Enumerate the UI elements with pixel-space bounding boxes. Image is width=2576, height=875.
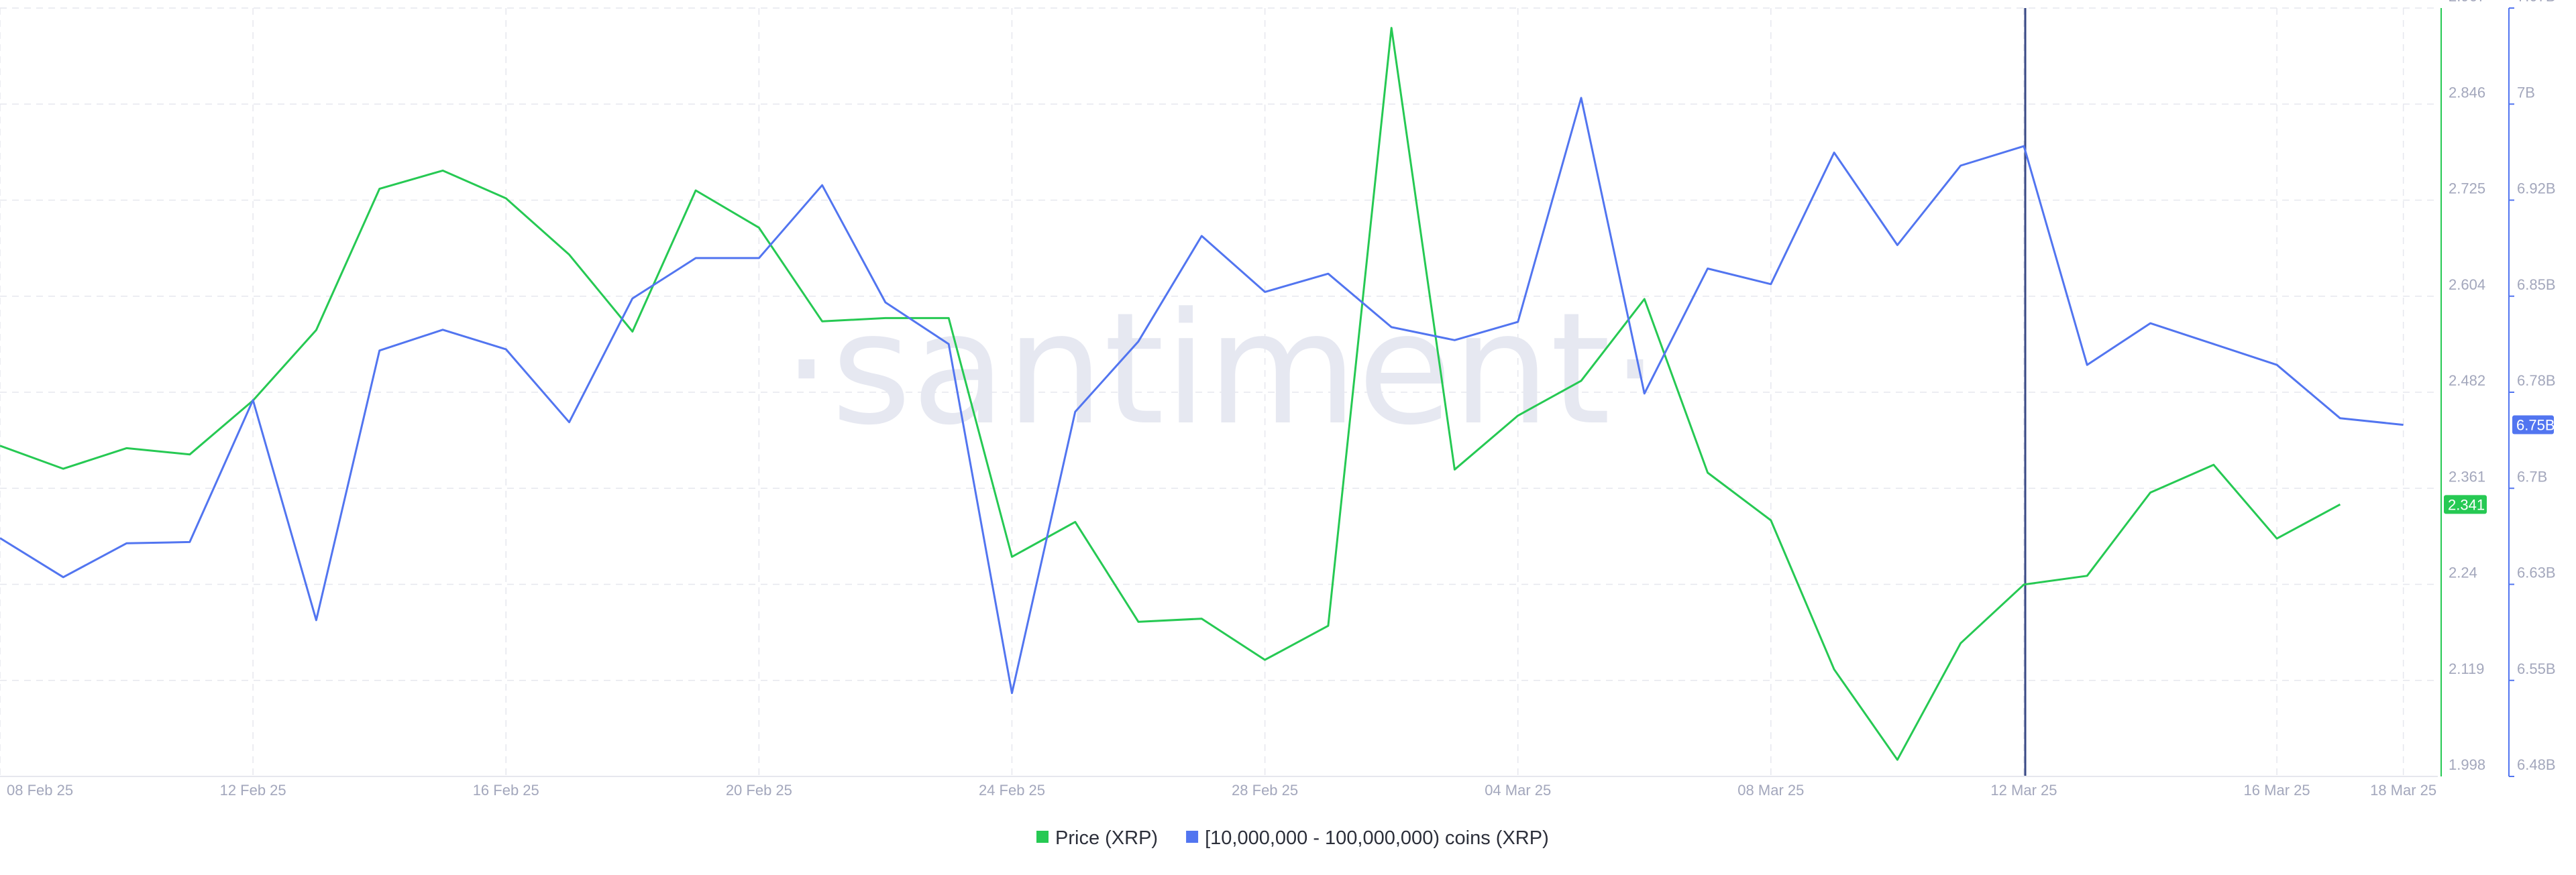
last-value-badge [2512,415,2554,434]
x-tick-label: 16 Mar 25 [2244,782,2310,799]
legend-swatch [1036,831,1049,843]
series-line [0,97,2404,695]
y-tick-label: 2.725 [2449,180,2485,197]
y-tick-label: 2.846 [2449,84,2485,101]
legend-swatch [1186,831,1199,843]
x-tick-label: 20 Feb 25 [726,782,792,799]
watermark: ·santiment· [782,280,1660,459]
x-tick-label: 18 Mar 25 [2370,782,2436,799]
y2-tick-label: 7B [2517,84,2535,101]
last-value-label: 6.75B [2516,417,2555,434]
y-tick-label: 1.998 [2449,756,2485,773]
y-tick-label: 2.24 [2449,565,2477,581]
y-tick-label: 2.967 [2449,0,2485,5]
series-line [0,27,2341,761]
y2-tick-label: 6.85B [2517,276,2556,293]
y2-tick-label: 6.7B [2517,468,2547,485]
y2-tick-label: 6.55B [2517,660,2556,677]
y2-tick-label: 6.63B [2517,565,2556,581]
y2-tick-label: 6.48B [2517,756,2556,773]
x-tick-label: 04 Mar 25 [1485,782,1551,799]
last-value-label: 2.341 [2448,496,2485,513]
x-tick-label: 08 Feb 25 [7,782,73,799]
last-value-badge [2444,495,2487,514]
legend: Price (XRP) [10,000,000 - 100,000,000) co… [1036,827,1549,849]
y2-tick-label: 6.92B [2517,180,2556,197]
y-tick-label: 2.482 [2449,372,2485,389]
legend-label: [10,000,000 - 100,000,000) coins (XRP) [1205,827,1549,849]
y2-tick-label: 7.07B [2517,0,2556,5]
x-tick-label: 16 Feb 25 [473,782,539,799]
y-tick-label: 2.361 [2449,468,2485,485]
x-tick-label: 12 Feb 25 [220,782,286,799]
x-tick-label: 28 Feb 25 [1232,782,1298,799]
x-tick-label: 12 Mar 25 [1990,782,2057,799]
y2-tick-label: 6.78B [2517,372,2556,389]
y-tick-label: 2.119 [2449,660,2484,677]
x-tick-label: 08 Mar 25 [1737,782,1804,799]
y-tick-label: 2.604 [2449,276,2485,293]
x-tick-label: 24 Feb 25 [979,782,1045,799]
legend-label: Price (XRP) [1055,827,1158,849]
